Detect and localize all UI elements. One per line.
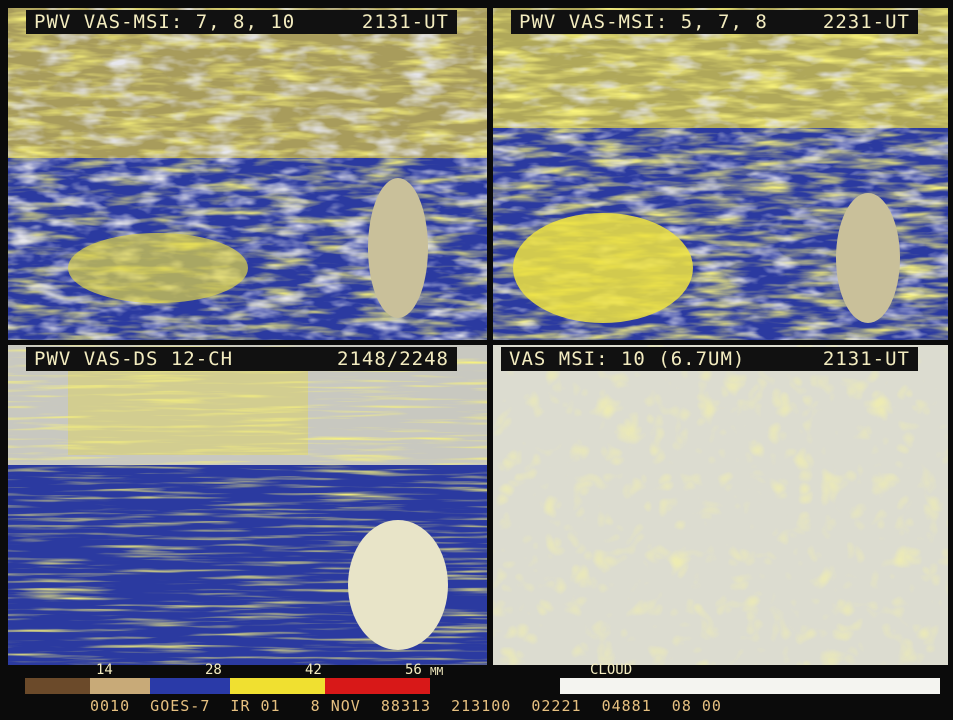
panel-label: VAS MSI: 10 (6.7UM) 2131-UT (501, 347, 918, 371)
scale-swatch (150, 678, 230, 694)
panel-title: PWV VAS-DS 12-CH (34, 347, 233, 371)
scale-tick: 28 (205, 662, 222, 678)
panel-time: 2231-UT (823, 10, 910, 34)
image-panel: PWV VAS-DS 12-CH 2148/2248 (8, 345, 487, 665)
footer-text: 0010 GOES-7 IR 01 8 NOV 88313 213100 022… (90, 697, 722, 715)
cloud-label: CLOUD (590, 662, 632, 678)
scale-unit: MM (430, 665, 443, 678)
scale-swatch (230, 678, 325, 694)
image-panel: PWV VAS-MSI: 5, 7, 8 2231-UT (493, 8, 948, 340)
scale-swatch (325, 678, 430, 694)
imagery (493, 345, 948, 665)
imagery (8, 8, 487, 340)
panel-label: PWV VAS-MSI: 5, 7, 8 2231-UT (511, 10, 918, 34)
image-panel: VAS MSI: 10 (6.7UM) 2131-UT (493, 345, 948, 665)
scale-tick: 14 (96, 662, 113, 678)
panel-time: 2131-UT (823, 347, 910, 371)
imagery (493, 8, 948, 340)
panel-title: PWV VAS-MSI: 7, 8, 10 (34, 10, 295, 34)
panel-title: PWV VAS-MSI: 5, 7, 8 (519, 10, 768, 34)
scale-tick: 42 (305, 662, 322, 678)
panel-label: PWV VAS-DS 12-CH 2148/2248 (26, 347, 457, 371)
imagery (8, 345, 487, 665)
display: PWV VAS-MSI: 7, 8, 10 2131-UT PWV VAS-MSI… (0, 0, 953, 720)
scale-swatch (25, 678, 90, 694)
panel-title: VAS MSI: 10 (6.7UM) (509, 347, 745, 371)
scale-swatch (90, 678, 150, 694)
panel-label: PWV VAS-MSI: 7, 8, 10 2131-UT (26, 10, 457, 34)
panel-time: 2148/2248 (337, 347, 449, 371)
scale-tick: 56 (405, 662, 422, 678)
cloud-swatch (560, 678, 940, 694)
image-panel: PWV VAS-MSI: 7, 8, 10 2131-UT (8, 8, 487, 340)
panel-time: 2131-UT (362, 10, 449, 34)
